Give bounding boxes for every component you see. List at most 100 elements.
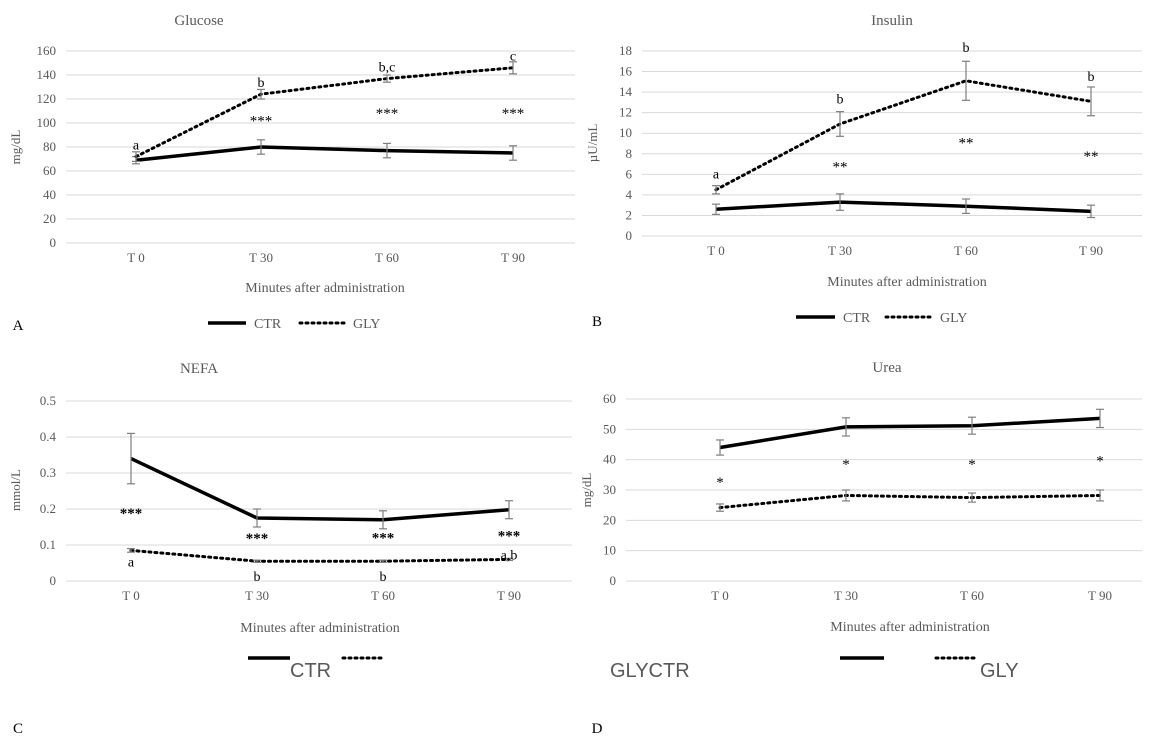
series-line-ctr	[130, 457, 510, 522]
y-tick-label: 14	[619, 84, 633, 99]
y-tick-label: 160	[37, 43, 57, 58]
annotation-label: b	[1088, 70, 1095, 85]
annotation-label: a	[713, 167, 720, 182]
y-tick-label: 120	[37, 91, 57, 106]
y-tick-label: 0	[50, 573, 57, 588]
series-line-gly	[129, 548, 511, 563]
annotation-label: c	[510, 50, 516, 65]
panel-label: D	[592, 721, 603, 737]
y-tick-label: 60	[603, 391, 616, 406]
series-line-ctr	[715, 200, 1092, 214]
y-tick-label: 0.5	[40, 393, 56, 408]
annotation-label: *	[968, 457, 976, 473]
y-axis-label: mmol/L	[8, 469, 23, 511]
x-axis-label: Minutes after administration	[830, 620, 989, 635]
x-tick-label: T 90	[1088, 588, 1112, 603]
series-line-ctr	[719, 416, 1101, 450]
annotation-label: *	[716, 475, 724, 491]
panel-label: C	[13, 721, 23, 737]
annotation-label: b	[380, 570, 387, 585]
y-tick-label: 0	[50, 235, 57, 250]
x-tick-label: T 30	[245, 588, 269, 603]
y-tick-label: 60	[43, 163, 56, 178]
annotation-label: ***	[250, 113, 273, 129]
y-tick-label: 16	[619, 64, 633, 79]
annotation-label: ***	[502, 106, 525, 122]
x-tick-label: T 0	[127, 250, 144, 265]
annotation-label: ***	[376, 106, 399, 122]
y-tick-label: 40	[603, 452, 616, 467]
x-tick-label: T 60	[954, 243, 978, 258]
annotation-label: **	[1084, 149, 1099, 165]
annotation-label: *	[1096, 454, 1104, 470]
annotation-label: b	[837, 92, 844, 107]
x-axis-label: Minutes after administration	[245, 281, 404, 296]
y-axis-label: µU/mL	[585, 124, 600, 163]
x-tick-label: T 0	[122, 588, 139, 603]
legend-label-gly: GLY	[353, 317, 380, 332]
x-tick-label: T 90	[497, 588, 521, 603]
series-line-gly	[718, 493, 1102, 510]
y-tick-label: 0.1	[40, 537, 56, 552]
x-tick-label: T 30	[249, 250, 273, 265]
y-axis-label: mg/dL	[8, 130, 23, 165]
annotation-label: ***	[246, 531, 269, 547]
panel-label: A	[13, 318, 24, 334]
x-axis-label: Minutes after administration	[827, 275, 986, 290]
annotation-label: b,c	[379, 60, 396, 75]
y-tick-label: 12	[619, 105, 632, 120]
y-tick-label: 0.2	[40, 501, 56, 516]
y-tick-label: 6	[626, 166, 633, 181]
x-tick-label: T 60	[371, 588, 395, 603]
x-tick-label: T 60	[375, 250, 399, 265]
series-line-gly	[714, 79, 1093, 192]
y-tick-label: 0.4	[40, 429, 57, 444]
x-tick-label: T 30	[828, 243, 852, 258]
y-tick-label: 30	[603, 482, 616, 497]
y-tick-label: 100	[37, 115, 57, 130]
annotation-label: **	[959, 136, 974, 152]
y-tick-label: 10	[619, 125, 632, 140]
chart-title: Insulin	[871, 13, 913, 29]
y-tick-label: 140	[37, 67, 57, 82]
legend-label-gly-bottom: GLY	[980, 660, 1019, 682]
y-tick-label: 40	[43, 187, 56, 202]
annotation-label: *	[842, 457, 850, 473]
y-tick-label: 0.3	[40, 465, 56, 480]
y-tick-label: 0	[610, 573, 617, 588]
chart-title: NEFA	[180, 361, 218, 377]
legend-label-ctr-bottom: CTR	[290, 660, 331, 682]
x-tick-label: T 0	[707, 243, 724, 258]
legend-label-glyctr-bottom: GLYCTR	[610, 660, 690, 682]
panel-label: B	[592, 314, 602, 330]
chart-title: Urea	[872, 360, 901, 376]
annotation-label: b	[258, 76, 265, 91]
annotation-label: **	[833, 159, 848, 175]
legend-label-gly: GLY	[940, 311, 967, 326]
x-tick-label: T 30	[834, 588, 858, 603]
annotation-label: a	[128, 556, 135, 571]
y-tick-label: 2	[626, 207, 633, 222]
x-tick-label: T 60	[960, 588, 984, 603]
y-tick-label: 50	[603, 421, 616, 436]
annotation-label: ***	[498, 529, 521, 545]
y-tick-label: 20	[43, 211, 56, 226]
annotation-label: a,b	[501, 548, 518, 563]
y-tick-label: 18	[619, 43, 632, 58]
legend-label-ctr: CTR	[254, 317, 282, 332]
annotation-label: ***	[120, 506, 143, 522]
y-tick-label: 0	[626, 228, 633, 243]
annotation-label: b	[963, 41, 970, 56]
x-tick-label: T 0	[711, 588, 728, 603]
y-tick-label: 20	[603, 512, 616, 527]
annotation-label: a	[133, 138, 140, 153]
series-line-ctr	[135, 145, 514, 162]
y-tick-label: 4	[626, 187, 633, 202]
y-tick-label: 80	[43, 139, 56, 154]
series-line-gly	[134, 66, 515, 159]
chart-title: Glucose	[174, 13, 223, 29]
y-tick-label: 10	[603, 543, 616, 558]
y-tick-label: 8	[626, 146, 633, 161]
